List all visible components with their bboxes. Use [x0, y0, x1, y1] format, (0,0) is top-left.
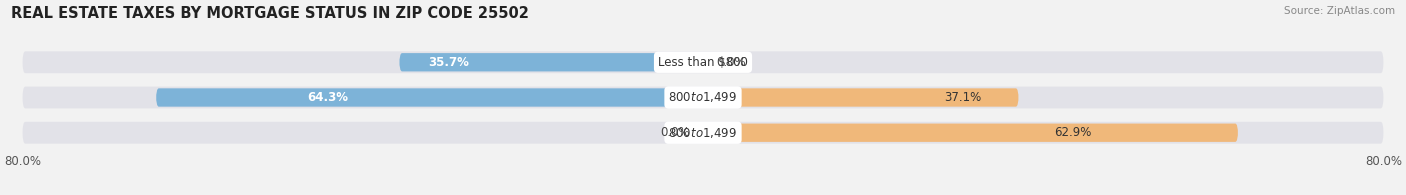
Text: REAL ESTATE TAXES BY MORTGAGE STATUS IN ZIP CODE 25502: REAL ESTATE TAXES BY MORTGAGE STATUS IN …	[11, 6, 529, 21]
FancyBboxPatch shape	[703, 124, 1239, 142]
Text: 37.1%: 37.1%	[945, 91, 981, 104]
Text: Source: ZipAtlas.com: Source: ZipAtlas.com	[1284, 6, 1395, 16]
Text: $800 to $1,499: $800 to $1,499	[668, 126, 738, 140]
Text: 0.0%: 0.0%	[716, 56, 745, 69]
Text: 35.7%: 35.7%	[429, 56, 470, 69]
Text: 64.3%: 64.3%	[307, 91, 349, 104]
FancyBboxPatch shape	[399, 53, 703, 71]
FancyBboxPatch shape	[22, 122, 1384, 144]
FancyBboxPatch shape	[703, 88, 1018, 107]
Legend: Without Mortgage, With Mortgage: Without Mortgage, With Mortgage	[581, 191, 825, 195]
Text: 62.9%: 62.9%	[1054, 126, 1091, 139]
FancyBboxPatch shape	[22, 51, 1384, 73]
Text: $800 to $1,499: $800 to $1,499	[668, 90, 738, 105]
FancyBboxPatch shape	[156, 88, 703, 107]
FancyBboxPatch shape	[22, 87, 1384, 108]
Text: Less than $800: Less than $800	[658, 56, 748, 69]
Text: 0.0%: 0.0%	[661, 126, 690, 139]
